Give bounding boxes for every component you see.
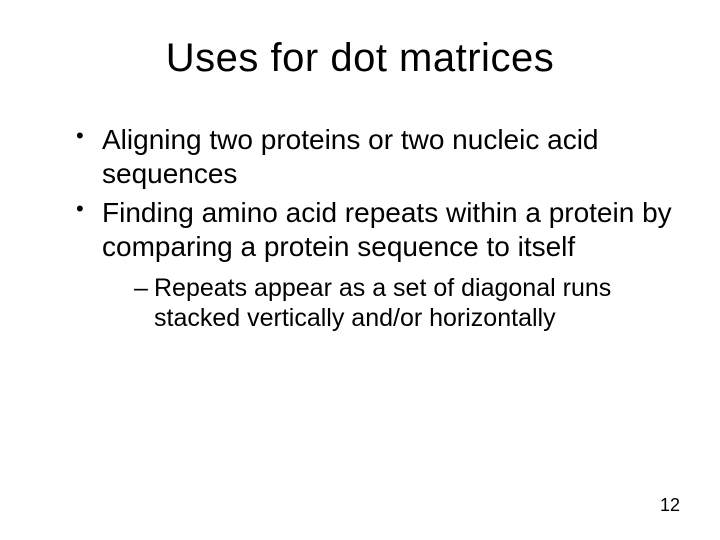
bullet-text: Aligning two proteins or two nucleic aci… [102,124,598,189]
page-number: 12 [660,495,680,516]
sub-bullet-text: Repeats appear as a set of diagonal runs… [154,274,611,332]
sub-bullet-list: Repeats appear as a set of diagonal runs… [102,273,672,333]
slide-title: Uses for dot matrices [48,36,672,81]
bullet-item: Finding amino acid repeats within a prot… [76,196,672,333]
sub-bullet-item: Repeats appear as a set of diagonal runs… [134,273,672,333]
bullet-text: Finding amino acid repeats within a prot… [102,197,672,262]
bullet-list: Aligning two proteins or two nucleic aci… [48,123,672,333]
bullet-item: Aligning two proteins or two nucleic aci… [76,123,672,190]
slide: Uses for dot matrices Aligning two prote… [0,0,720,540]
